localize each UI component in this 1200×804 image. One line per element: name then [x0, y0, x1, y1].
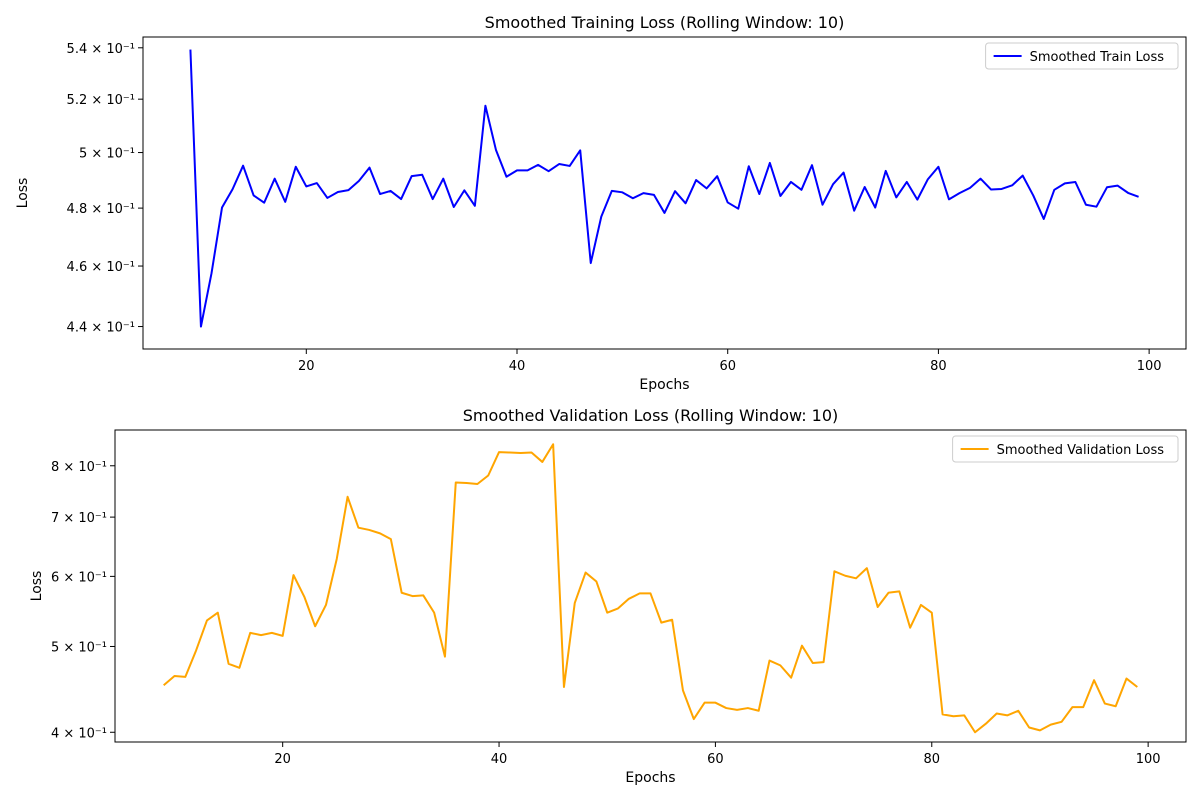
train-x-axis-label: Epochs — [639, 377, 689, 393]
train-y-tick-label: 5 × 10⁻¹ — [79, 147, 135, 162]
val-axes-frame — [114, 429, 1187, 743]
val-chart-title: Smoothed Validation Loss (Rolling Window… — [463, 406, 839, 425]
train-x-tick-label: 60 — [719, 359, 736, 374]
val-x-tick-label: 40 — [491, 752, 508, 767]
val-y-tick-label: 7 × 10⁻¹ — [51, 511, 107, 526]
val-x-tick-label: 100 — [1136, 752, 1161, 767]
train-y-tick-label: 4.6 × 10⁻¹ — [67, 260, 135, 275]
val-legend-box — [952, 435, 1179, 463]
val-y-tick-label: 6 × 10⁻¹ — [51, 570, 107, 585]
val-x-tick-label: 80 — [923, 752, 940, 767]
train-x-tick-label: 40 — [509, 359, 526, 374]
val-y-tick-label: 8 × 10⁻¹ — [51, 460, 107, 475]
val-y-axis-label: Loss — [29, 571, 45, 602]
train-y-axis-label: Loss — [15, 178, 31, 209]
train-legend-label: Smoothed Train Loss — [1030, 50, 1165, 65]
train-y-tick-label: 4.4 × 10⁻¹ — [67, 321, 135, 336]
train-series-line-0 — [189, 49, 1139, 328]
train-legend-box — [985, 42, 1179, 70]
val-series-line-0 — [163, 443, 1138, 734]
val-x-tick-label: 20 — [274, 752, 291, 767]
val-x-axis-label: Epochs — [625, 770, 675, 786]
train-x-tick-label: 80 — [930, 359, 947, 374]
train-chart-title: Smoothed Training Loss (Rolling Window: … — [485, 13, 845, 32]
train-x-tick-label: 20 — [298, 359, 315, 374]
val-y-tick-label: 4 × 10⁻¹ — [51, 726, 107, 741]
train-x-tick-label: 100 — [1137, 359, 1162, 374]
val-legend-label: Smoothed Validation Loss — [997, 443, 1165, 458]
train-y-tick-label: 5.2 × 10⁻¹ — [67, 93, 135, 108]
val-y-tick-label: 5 × 10⁻¹ — [51, 640, 107, 655]
train-y-tick-label: 4.8 × 10⁻¹ — [67, 202, 135, 217]
val-x-tick-label: 60 — [707, 752, 724, 767]
train-y-tick-label: 5.4 × 10⁻¹ — [67, 42, 135, 57]
train-axes-frame — [142, 36, 1187, 350]
